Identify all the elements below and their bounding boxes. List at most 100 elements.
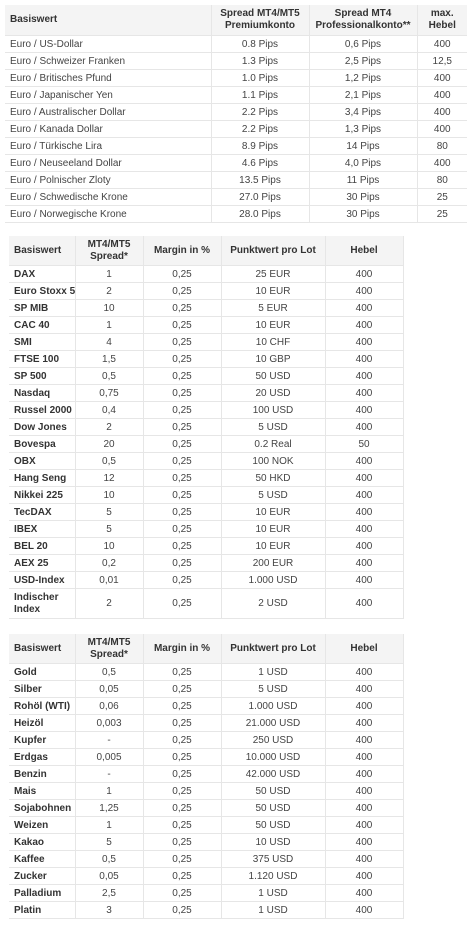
spread-cell: - [75, 765, 144, 783]
spread-cell: 0,06 [75, 697, 144, 715]
spread-professional-cell: 1,3 Pips [309, 120, 418, 138]
basiswert-cell: AEX 25 [9, 554, 76, 572]
spread-cell: 0,05 [75, 867, 144, 885]
punktwert-cell: 42.000 USD [221, 765, 326, 783]
hebel-cell: 50 [325, 435, 403, 453]
basiswert-cell: Dow Jones [9, 418, 76, 436]
basiswert-cell: Euro Stoxx 50 [9, 282, 76, 300]
table-row: Indischer Index 2 0,25 2 USD 400 [9, 588, 403, 619]
margin-cell: 0,25 [143, 316, 222, 334]
basiswert-cell: Weizen [9, 816, 76, 834]
table-row: Euro / Polnischer Zloty 13.5 Pips 11 Pips 8… [5, 171, 467, 189]
basiswert-cell: Platin [9, 901, 76, 919]
spread-cell: 2 [75, 588, 144, 619]
table-row: SP MIB 10 0,25 5 EUR 400 [9, 299, 403, 317]
punktwert-cell: 200 EUR [221, 554, 326, 572]
table-row: OBX 0,5 0,25 100 NOK 400 [9, 452, 403, 470]
hebel-cell: 400 [325, 850, 403, 868]
spread-cell: 0,005 [75, 748, 144, 766]
table-row: Zucker 0,05 0,25 1.120 USD 400 [9, 867, 403, 885]
margin-cell: 0,25 [143, 571, 222, 589]
punktwert-cell: 100 NOK [221, 452, 326, 470]
spread-cell: 0,05 [75, 680, 144, 698]
spread-professional-cell: 4,0 Pips [309, 154, 418, 172]
table-header-row: Basiswert Spread MT4/MT5 Premiumkonto Sp… [5, 5, 467, 36]
hebel-cell: 400 [325, 884, 403, 902]
hebel-cell: 400 [325, 714, 403, 732]
basiswert-cell: Euro / Australischer Dollar [5, 103, 212, 121]
margin-cell: 0,25 [143, 520, 222, 538]
hebel-cell: 400 [325, 588, 403, 619]
header-basiswert: Basiswert [9, 634, 76, 664]
header-basiswert: Basiswert [9, 236, 76, 266]
spread-cell: 12 [75, 469, 144, 487]
spread-professional-cell: 2,1 Pips [309, 86, 418, 104]
spread-cell: 0,5 [75, 663, 144, 681]
basiswert-cell: Kupfer [9, 731, 76, 749]
table-row: Kupfer -0,25 250 USD 400 [9, 731, 403, 749]
spread-cell: 2 [75, 418, 144, 436]
spread-professional-cell: 30 Pips [309, 205, 418, 223]
basiswert-cell: IBEX [9, 520, 76, 538]
punktwert-cell: 1.000 USD [221, 697, 326, 715]
hebel-cell: 400 [325, 316, 403, 334]
max-hebel-cell: 400 [417, 103, 467, 121]
punktwert-cell: 25 EUR [221, 265, 326, 283]
spread-cell: 1 [75, 816, 144, 834]
punktwert-cell: 21.000 USD [221, 714, 326, 732]
header-spread: MT4/MT5 Spread* [75, 634, 144, 664]
spread-cell: 0,5 [75, 850, 144, 868]
hebel-cell: 400 [325, 554, 403, 572]
max-hebel-cell: 400 [417, 120, 467, 138]
spread-premium-cell: 4.6 Pips [211, 154, 310, 172]
margin-cell: 0,25 [143, 350, 222, 368]
spread-cell: 4 [75, 333, 144, 351]
header-punktwert: Punktwert pro Lot [221, 634, 326, 664]
table-row: BEL 20 10 0,25 10 EUR 400 [9, 537, 403, 555]
hebel-cell: 400 [325, 486, 403, 504]
spread-cell: 3 [75, 901, 144, 919]
spread-cell: 20 [75, 435, 144, 453]
header-punktwert: Punktwert pro Lot [221, 236, 326, 266]
margin-cell: 0,25 [143, 697, 222, 715]
margin-cell: 0,25 [143, 554, 222, 572]
hebel-cell: 400 [325, 537, 403, 555]
hebel-cell: 400 [325, 520, 403, 538]
header-max-hebel: max. Hebel [417, 5, 467, 36]
basiswert-cell: SP MIB [9, 299, 76, 317]
punktwert-cell: 100 USD [221, 401, 326, 419]
spread-cell: 1 [75, 316, 144, 334]
punktwert-cell: 10 EUR [221, 520, 326, 538]
hebel-cell: 400 [325, 571, 403, 589]
spread-cell: 5 [75, 503, 144, 521]
margin-cell: 0,25 [143, 503, 222, 521]
header-hebel: Hebel [325, 634, 403, 664]
hebel-cell: 400 [325, 367, 403, 385]
basiswert-cell: Heizöl [9, 714, 76, 732]
table-row: Nasdaq 0,75 0,25 20 USD 400 [9, 384, 403, 402]
spread-cell: 5 [75, 520, 144, 538]
punktwert-cell: 10 EUR [221, 282, 326, 300]
spread-cell: 10 [75, 537, 144, 555]
basiswert-cell: Euro / Türkische Lira [5, 137, 212, 155]
basiswert-cell: Euro / Japanischer Yen [5, 86, 212, 104]
margin-cell: 0,25 [143, 833, 222, 851]
hebel-cell: 400 [325, 282, 403, 300]
table-row: Nikkei 225 10 0,25 5 USD 400 [9, 486, 403, 504]
punktwert-cell: 10 GBP [221, 350, 326, 368]
table-row: Silber 0,05 0,25 5 USD 400 [9, 680, 403, 698]
table-row: Erdgas 0,005 0,25 10.000 USD 400 [9, 748, 403, 766]
punktwert-cell: 1.000 USD [221, 571, 326, 589]
basiswert-cell: Bovespa [9, 435, 76, 453]
table-row: Palladium 2,5 0,25 1 USD 400 [9, 884, 403, 902]
basiswert-cell: Kakao [9, 833, 76, 851]
forex-spread-table: Basiswert Spread MT4/MT5 Premiumkonto Sp… [5, 5, 467, 223]
table-row: Weizen 1 0,25 50 USD 400 [9, 816, 403, 834]
spread-cell: 1 [75, 782, 144, 800]
margin-cell: 0,25 [143, 731, 222, 749]
header-hebel: Hebel [325, 236, 403, 266]
hebel-cell: 400 [325, 816, 403, 834]
table-row: Euro / Kanada Dollar 2.2 Pips 1,3 Pips 400 [5, 120, 467, 138]
punktwert-cell: 5 USD [221, 486, 326, 504]
margin-cell: 0,25 [143, 384, 222, 402]
